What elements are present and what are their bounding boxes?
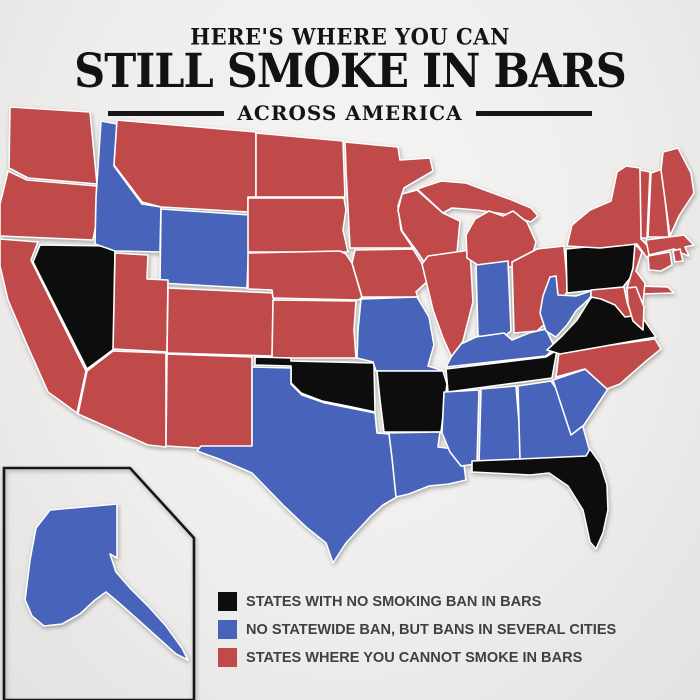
title-subtitle: ACROSS AMERICA [237,101,463,126]
subtitle-rule-right [475,110,592,116]
state-delaware [626,286,645,331]
legend-label: STATES WHERE YOU CANNOT SMOKE IN BARS [246,649,583,666]
state-mississippi [441,389,480,467]
state-michigan-upper-peninsula [416,180,539,223]
state-new-mexico [165,353,253,449]
states-group [0,106,695,661]
state-utah [112,252,169,353]
state-washington [8,106,98,185]
subtitle-rule-left [108,110,225,116]
state-north-dakota [255,132,346,198]
state-vermont [639,169,651,239]
state-maine [660,147,695,237]
state-colorado [166,287,275,357]
state-alabama [478,385,523,470]
state-florida [471,448,609,550]
legend-swatch-blue [218,620,237,639]
state-arkansas [376,370,448,433]
title-block: HERE'S WHERE YOU CAN STILL SMOKE IN BARS… [0,23,700,125]
state-louisiana [384,431,467,498]
state-oklahoma [254,356,376,413]
state-arizona [77,350,167,448]
state-indiana [475,260,512,341]
state-north-carolina [555,338,662,390]
legend-item-city-bans: NO STATEWIDE BAN, BUT BANS IN SEVERAL CI… [218,620,628,639]
legend-label: STATES WITH NO SMOKING BAN IN BARS [246,593,542,610]
legend-swatch-black [218,592,237,611]
state-kentucky [445,328,556,368]
state-kansas [271,299,357,359]
title-subtitle-row: ACROSS AMERICA [0,101,700,125]
state-iowa [351,248,431,298]
legend-item-banned: STATES WHERE YOU CANNOT SMOKE IN BARS [218,648,628,667]
state-rhode-island [672,248,684,263]
legend: STATES WITH NO SMOKING BAN IN BARS NO ST… [218,592,628,676]
state-wyoming [159,208,251,289]
state-missouri [356,296,445,372]
state-west-virginia [539,275,597,338]
page-title: STILL SMOKE IN BARS [74,44,627,99]
state-massachusetts [645,234,695,257]
state-connecticut [647,251,673,272]
state-south-dakota [247,197,349,253]
state-maryland [590,286,633,318]
state-california [0,238,87,414]
legend-swatch-red [218,648,237,667]
state-tennessee [445,349,558,393]
state-texas [196,366,398,564]
legend-item-no-ban: STATES WITH NO SMOKING BAN IN BARS [218,592,628,611]
state-alaska [24,503,189,661]
legend-label: NO STATEWIDE BAN, BUT BANS IN SEVERAL CI… [246,621,617,638]
alaska-inset-box [2,466,196,700]
title-kicker: HERE'S WHERE YOU CAN [190,23,510,50]
